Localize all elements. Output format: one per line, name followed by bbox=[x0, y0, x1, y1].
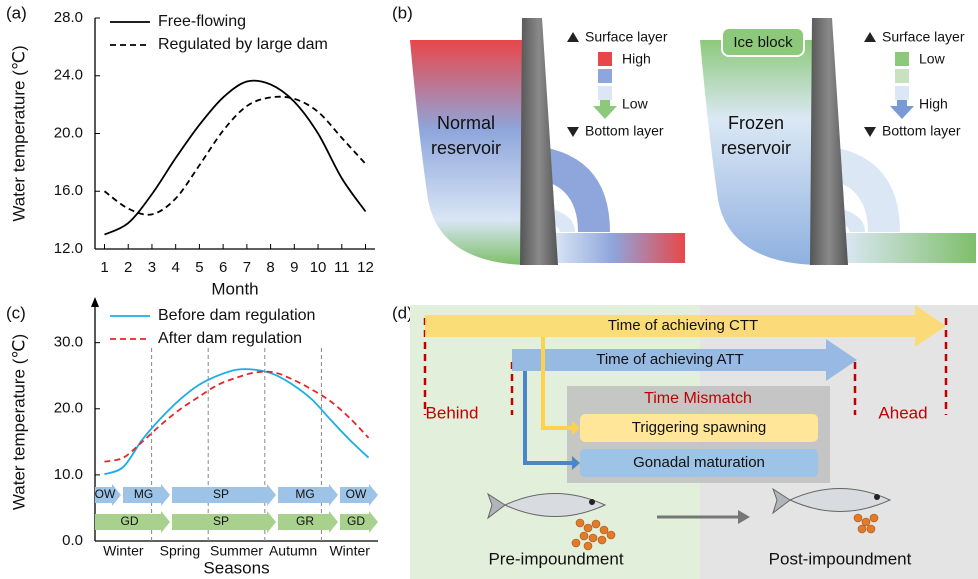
legend-label: Before dam regulation bbox=[158, 307, 315, 324]
swatch bbox=[895, 52, 909, 66]
legend-text: Bottom layer bbox=[882, 123, 961, 139]
legend-label: Regulated by large dam bbox=[158, 36, 328, 53]
ice-label: Ice block bbox=[733, 34, 793, 51]
panel-label: (b) bbox=[392, 3, 413, 22]
x-tick-label: Spring bbox=[160, 543, 200, 559]
dam bbox=[520, 18, 558, 265]
x-tick-label: 6 bbox=[219, 259, 227, 276]
x-tick-label: Summer bbox=[210, 543, 263, 559]
figure: (a) (c) (b) (d) Normal reservoir Surface… bbox=[0, 0, 978, 579]
x-tick-label: 7 bbox=[243, 259, 251, 276]
legend-label: Free-flowing bbox=[158, 13, 246, 30]
arrow-label: Time of achieving ATT bbox=[596, 351, 744, 368]
swatch bbox=[598, 52, 612, 66]
legend-text: Low bbox=[622, 96, 649, 112]
x-axis-label: Month bbox=[211, 279, 258, 298]
marker bbox=[864, 127, 876, 137]
legend-text: High bbox=[622, 51, 651, 67]
outlet bbox=[843, 233, 976, 263]
x-tick-label: 5 bbox=[195, 259, 203, 276]
reservoir-label: reservoir bbox=[721, 138, 791, 158]
y-axis-label: Water temperature (℃) bbox=[9, 45, 28, 221]
reservoir-label: reservoir bbox=[431, 138, 501, 158]
x-tick-label: 2 bbox=[124, 259, 132, 276]
box-label: Triggering spawning bbox=[632, 419, 767, 436]
y-tick-label: 30.0 bbox=[54, 334, 83, 351]
reservoir-label: Frozen bbox=[728, 113, 784, 133]
series-line bbox=[104, 97, 365, 215]
y-axis-label: Water temperature (℃) bbox=[9, 334, 28, 510]
phase-label: Pre-impoundment bbox=[488, 549, 623, 568]
fish-eye bbox=[874, 494, 880, 500]
x-tick-label: 8 bbox=[266, 259, 274, 276]
y-tick-label: 0.0 bbox=[62, 532, 83, 549]
fish-eye bbox=[589, 499, 595, 505]
series-line bbox=[104, 369, 368, 474]
legend-text: Surface layer bbox=[882, 29, 965, 45]
arrow-label: Time of achieving CTT bbox=[608, 317, 758, 334]
y-tick-label: 16.0 bbox=[54, 182, 83, 199]
y-tick-label: 28.0 bbox=[54, 9, 83, 26]
normal-reservoir: Normal reservoir Surface layer High Low … bbox=[410, 18, 685, 265]
box-label: Gonadal maturation bbox=[633, 454, 765, 471]
y-tick-label: 10.0 bbox=[54, 466, 83, 483]
frozen-reservoir: Ice block Frozen reservoir Surface layer… bbox=[700, 18, 976, 265]
x-tick-label: 10 bbox=[310, 259, 327, 276]
phase-label: Post-impoundment bbox=[769, 549, 912, 568]
panel-label: (d) bbox=[392, 303, 413, 322]
panel-d: Time of achieving CTT Time of achieving … bbox=[410, 305, 978, 579]
x-tick-label: 9 bbox=[290, 259, 298, 276]
x-tick-label: 1 bbox=[100, 259, 108, 276]
swatch bbox=[895, 69, 909, 83]
x-tick-label: 4 bbox=[172, 259, 180, 276]
stage-label: OW bbox=[95, 487, 116, 501]
series-line bbox=[104, 81, 365, 235]
swatch bbox=[598, 86, 612, 100]
x-tick-label: Autumn bbox=[269, 543, 317, 559]
legend-text: Low bbox=[919, 51, 946, 67]
x-tick-label: 12 bbox=[357, 259, 374, 276]
legend-label: After dam regulation bbox=[158, 330, 302, 347]
stage-label: SP bbox=[213, 487, 229, 501]
marker bbox=[567, 127, 579, 137]
swatch bbox=[895, 86, 909, 100]
outlet bbox=[553, 233, 685, 263]
x-tick-label: Winter bbox=[103, 543, 144, 559]
x-tick-label: 11 bbox=[334, 259, 350, 276]
x-tick-label: Winter bbox=[329, 543, 370, 559]
stage-label: SP bbox=[213, 514, 229, 528]
axis-arrow bbox=[91, 297, 99, 307]
panel-label: (a) bbox=[6, 3, 27, 22]
mismatch-label: Time Mismatch bbox=[644, 390, 752, 407]
marker bbox=[567, 32, 579, 42]
legend-text: Bottom layer bbox=[585, 123, 664, 139]
y-tick-label: 24.0 bbox=[54, 67, 83, 84]
stage-label: GR bbox=[296, 514, 314, 528]
stage-label: MG bbox=[134, 487, 153, 501]
x-tick-label: 3 bbox=[148, 259, 156, 276]
swatch bbox=[598, 69, 612, 83]
arrow bbox=[593, 100, 617, 119]
arrow bbox=[890, 100, 914, 119]
dam bbox=[810, 18, 848, 265]
y-tick-label: 20.0 bbox=[54, 124, 83, 141]
ahead-label: Ahead bbox=[878, 403, 927, 422]
behind-label: Behind bbox=[426, 403, 479, 422]
y-tick-label: 20.0 bbox=[54, 400, 83, 417]
legend-text: Surface layer bbox=[585, 29, 668, 45]
stage-label: GD bbox=[121, 514, 139, 528]
stage-label: MG bbox=[295, 487, 314, 501]
y-tick-label: 12.0 bbox=[54, 240, 83, 257]
marker bbox=[864, 32, 876, 42]
legend-text: High bbox=[919, 96, 948, 112]
stage-label: OW bbox=[346, 487, 367, 501]
stage-label: GD bbox=[347, 514, 365, 528]
x-axis-label: Seasons bbox=[203, 558, 269, 577]
panel-label: (c) bbox=[6, 303, 26, 322]
reservoir-label: Normal bbox=[437, 113, 495, 133]
